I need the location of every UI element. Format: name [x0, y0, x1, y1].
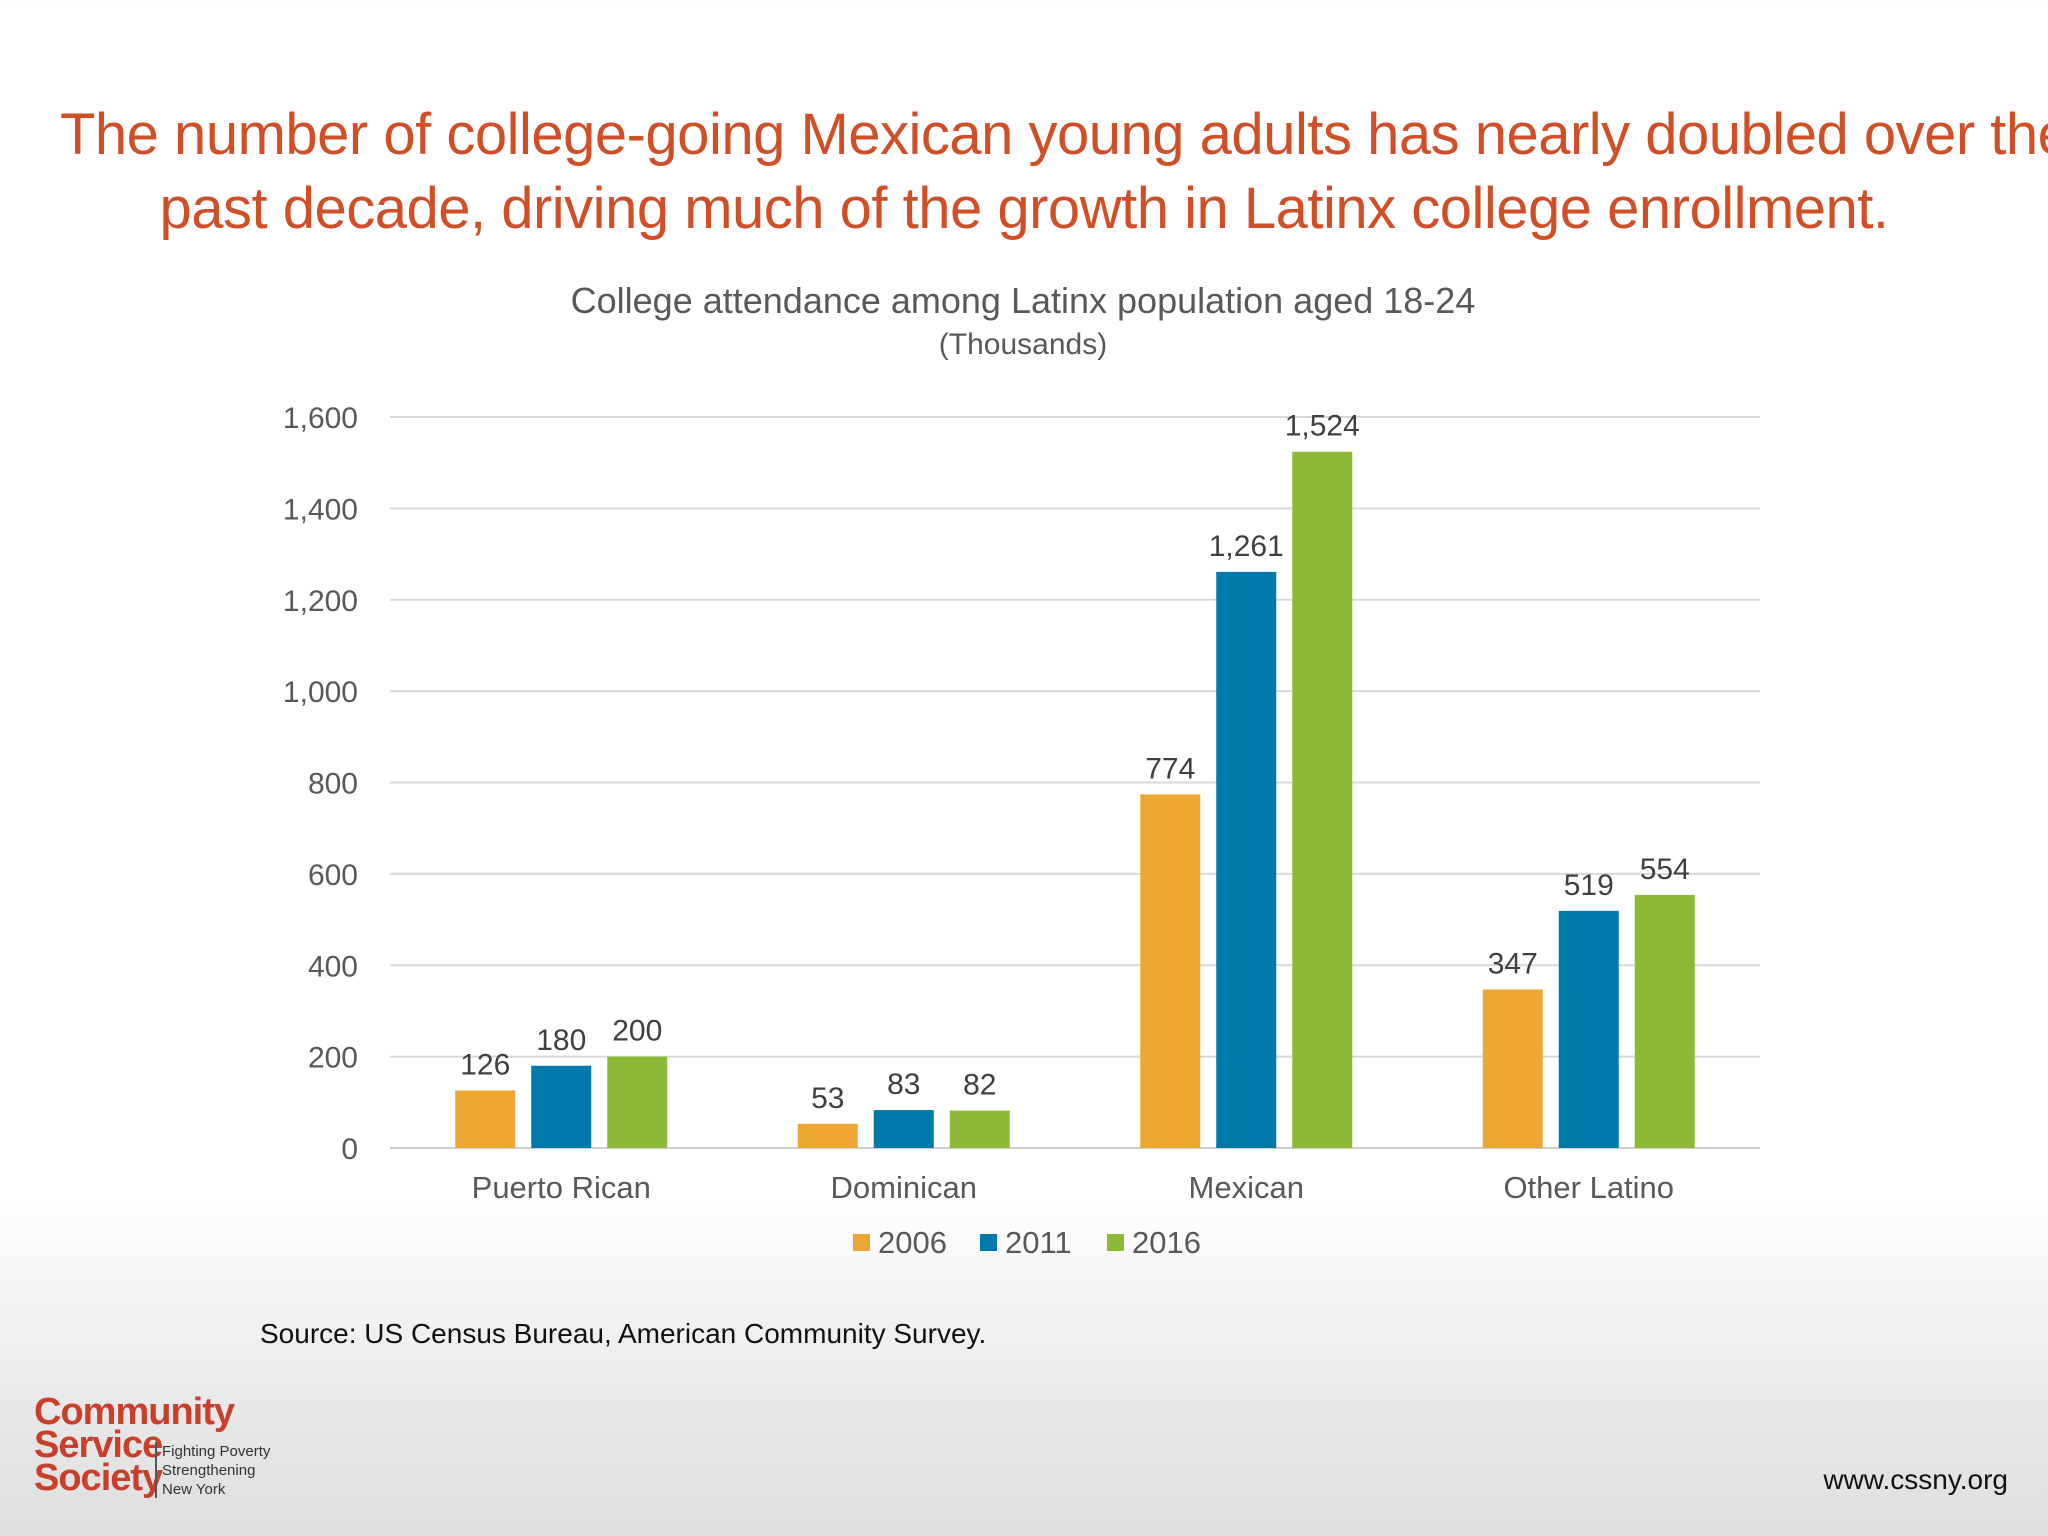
x-tick-label: Mexican	[1189, 1170, 1304, 1205]
source-note: Source: US Census Bureau, American Commu…	[260, 1318, 987, 1349]
bar-2016-puerto-rican	[607, 1056, 668, 1148]
bar-2016-other-latino	[1634, 894, 1695, 1148]
bar-2006-other-latino	[1482, 989, 1543, 1148]
x-tick-label: Dominican	[831, 1170, 977, 1205]
data-label: 774	[1145, 752, 1195, 785]
data-label: 82	[963, 1069, 996, 1102]
y-axis-ticks: 0 200 400 600 800 1,000 1,200 1,400 1,600	[283, 402, 358, 1166]
x-tick-label: Puerto Rican	[472, 1170, 651, 1205]
y-tick-label: 200	[308, 1042, 358, 1075]
website-url: www.cssny.org	[1823, 1464, 2008, 1495]
data-label: 1,261	[1209, 530, 1284, 563]
y-tick-label: 600	[308, 859, 358, 892]
gridlines	[390, 416, 1760, 1149]
y-tick-label: 1,000	[283, 676, 358, 709]
chart-title: College attendance among Latinx populati…	[571, 280, 1476, 321]
legend-label: 2016	[1132, 1225, 1201, 1260]
chart-subtitle: (Thousands)	[939, 328, 1107, 361]
y-tick-label: 1,200	[283, 585, 358, 618]
y-tick-label: 0	[341, 1133, 358, 1166]
legend-label: 2006	[878, 1225, 947, 1260]
data-labels: 126 180 200 53 83 82 774 1,261 1,524 347 519 554	[460, 410, 1690, 1115]
legend-swatch-2011	[980, 1234, 997, 1251]
data-label: 83	[887, 1068, 920, 1101]
logo-divider	[155, 1442, 157, 1498]
bar-2016-dominican	[949, 1110, 1010, 1148]
data-label: 347	[1488, 947, 1538, 980]
bars	[455, 451, 1695, 1148]
legend-label: 2011	[1005, 1225, 1072, 1260]
data-label: 554	[1640, 853, 1690, 886]
y-tick-label: 1,400	[283, 493, 358, 526]
x-axis-ticks: Puerto Rican Dominican Mexican Other Latino	[472, 1170, 1674, 1205]
cssny-logo: Community Service Society Fighting Pover…	[34, 1391, 294, 1516]
bar-2006-puerto-rican	[455, 1090, 516, 1148]
y-tick-label: 400	[308, 950, 358, 983]
data-label: 519	[1564, 869, 1614, 902]
logo-line: Society	[34, 1457, 163, 1499]
bar-2006-dominican	[797, 1123, 858, 1148]
data-label: 200	[612, 1015, 662, 1048]
bar-2011-mexican	[1216, 571, 1277, 1148]
legend: 2006 2011 2016	[853, 1225, 1201, 1260]
slide-headline: The number of college-going Mexican youn…	[60, 98, 2048, 246]
data-label: 1,524	[1285, 410, 1360, 443]
bar-2006-mexican	[1140, 794, 1201, 1148]
bar-2011-dominican	[873, 1110, 934, 1148]
logo-line: Community	[34, 1391, 235, 1433]
logo-tagline: Fighting Poverty Strengthening New York	[162, 1442, 270, 1499]
data-label: 180	[536, 1024, 586, 1057]
headline-line-2: past decade, driving much of the growth …	[159, 176, 1889, 241]
bar-2011-puerto-rican	[531, 1065, 592, 1148]
legend-swatch-2016	[1107, 1234, 1124, 1251]
bar-chart: College attendance among Latinx populati…	[283, 280, 1760, 1260]
y-tick-label: 800	[308, 768, 358, 801]
bar-2011-other-latino	[1558, 910, 1619, 1148]
logo-tag-line: Fighting Poverty	[162, 1443, 271, 1460]
data-label: 126	[460, 1048, 510, 1081]
x-tick-label: Other Latino	[1503, 1170, 1674, 1205]
logo-line: Service	[34, 1424, 163, 1466]
headline-line-1: The number of college-going Mexican youn…	[60, 102, 2048, 167]
logo-tag-line: Strengthening	[162, 1462, 256, 1479]
legend-swatch-2006	[853, 1234, 870, 1251]
data-label: 53	[811, 1082, 844, 1115]
bar-2016-mexican	[1292, 451, 1353, 1148]
logo-tag-line: New York	[162, 1481, 226, 1498]
y-tick-label: 1,600	[283, 402, 358, 435]
logo-wordmark: Community Service Society	[34, 1391, 235, 1499]
